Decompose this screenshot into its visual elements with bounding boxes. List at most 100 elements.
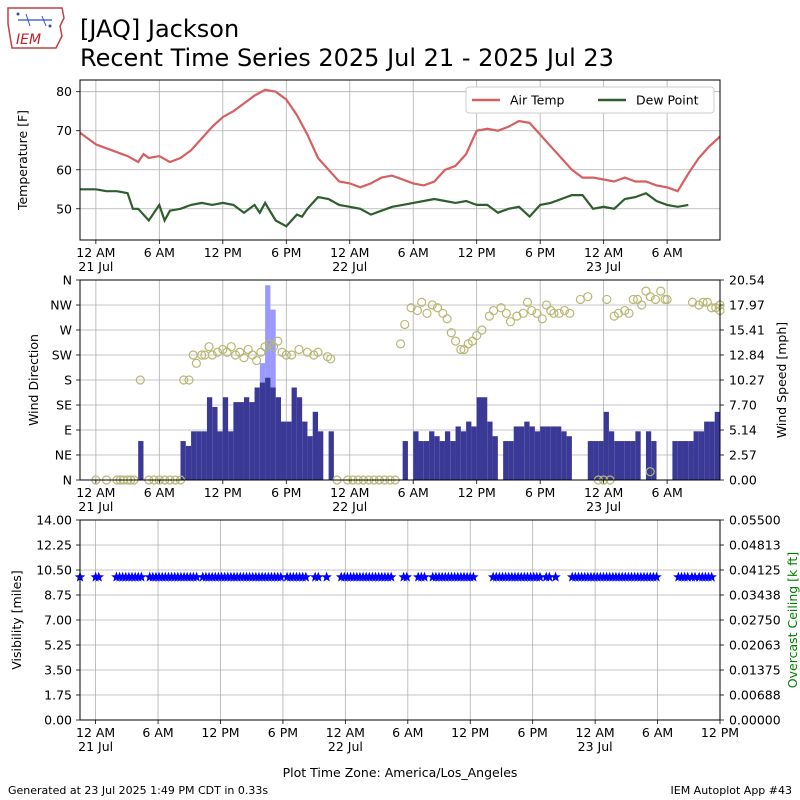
wind-speed-bar: [503, 441, 509, 480]
wind-speed-bar: [460, 431, 467, 480]
visibility-tick-label: 10.50: [36, 563, 72, 578]
wind-speed-bar: [556, 426, 562, 480]
wind-direction-point: [706, 303, 717, 313]
x-tick-label: 6 PM: [271, 485, 301, 500]
wind-direction-point: [662, 294, 672, 305]
x-tick-label: 12 AM: [330, 485, 369, 500]
wind-direction-point: [637, 300, 647, 310]
wind-speed-bar: [698, 431, 705, 480]
x-tick-label: 12 PM: [451, 725, 489, 740]
ceiling-tick-label: 0.00000: [729, 713, 781, 728]
x-tick-label: 12 PM: [204, 245, 242, 260]
x-day-label: 23 Jul: [586, 259, 621, 274]
wind-direction-point: [583, 292, 593, 302]
legend-label: Dew Point: [636, 93, 699, 108]
visibility-point: [706, 571, 717, 582]
wind-direction-point: [537, 314, 547, 324]
wind-speed-bar: [217, 431, 223, 480]
x-tick-label: 12 AM: [576, 725, 615, 740]
x-tick-label: 12 PM: [458, 485, 496, 500]
speed-tick-label: 17.97: [729, 298, 765, 313]
timezone-label: Plot Time Zone: America/Los_Angeles: [283, 765, 518, 780]
wind-speed-bar: [709, 421, 715, 480]
wind-speed-bar: [185, 445, 192, 480]
wind-speed-bar: [254, 387, 260, 480]
x-tick-label: 6 AM: [642, 725, 673, 740]
wind-speed-bar: [196, 431, 202, 480]
x-tick-label: 6 AM: [144, 245, 175, 260]
wind-panel: 12 AM 6 AM 12 PM 6 PM 12 AM 6 AM 12 PM 6 PM 12 A…: [26, 273, 789, 515]
wind-speed-bar: [714, 411, 720, 480]
wind-direction-point: [554, 308, 564, 318]
wind-direction-point: [527, 305, 537, 316]
visibility-tick-label: 5.25: [44, 638, 72, 653]
wind-direction-point: [484, 311, 494, 321]
wind-direction-point: [546, 305, 556, 316]
wind-speed-bar: [423, 441, 430, 480]
x-tick-label: 6 AM: [651, 245, 682, 260]
wind-direction-point: [252, 355, 262, 366]
x-tick-label: 6 AM: [651, 485, 682, 500]
direction-tick-label: E: [64, 423, 72, 438]
wind-speed-bar: [429, 431, 435, 480]
wind-speed-bar: [598, 441, 604, 480]
visibility-tick-label: 14.00: [36, 513, 72, 528]
wind-speed-bar: [471, 426, 477, 480]
direction-tick-label: NE: [55, 448, 72, 463]
wind-speed-bar: [249, 402, 255, 480]
y-tick-label: 70: [56, 123, 72, 138]
x-day-label: 22 Jul: [328, 739, 363, 754]
iem-logo: IEM: [6, 6, 66, 52]
visibility-tick-label: 7.00: [44, 613, 72, 628]
wind-speed-bar: [487, 421, 493, 480]
wind-speed-axis-label: Wind Speed [mph]: [774, 322, 789, 438]
wind-speed-bar: [603, 411, 609, 480]
visibility-point: [313, 571, 324, 582]
generated-note: Generated at 23 Jul 2025 1:49 PM CDT in …: [8, 784, 269, 797]
direction-tick-label: W: [60, 323, 72, 338]
direction-tick-label: S: [64, 373, 72, 388]
wind-direction-point: [212, 347, 223, 357]
speed-tick-label: 20.54: [729, 273, 765, 288]
wind-speed-bar: [296, 397, 303, 480]
wind-direction-axis-label: Wind Direction: [26, 334, 41, 426]
wind-speed-bar: [302, 421, 308, 480]
visibility-point: [544, 571, 555, 582]
x-tick-label: 12 PM: [201, 725, 239, 740]
x-tick-label: 12 AM: [76, 245, 115, 260]
temperature-legend: Air Temp Dew Point: [465, 86, 715, 114]
x-day-label: 21 Jul: [78, 259, 113, 274]
visibility-point: [136, 571, 147, 582]
wind-speed-bar: [688, 441, 694, 480]
y-tick-label: 60: [56, 162, 72, 177]
wind-speed-bar: [587, 441, 594, 480]
legend-label: Air Temp: [510, 93, 565, 108]
x-day-label: 23 Jul: [578, 739, 613, 754]
wind-direction-point: [602, 294, 612, 305]
direction-tick-label: SE: [56, 398, 72, 413]
ceiling-tick-label: 0.04125: [729, 563, 781, 578]
wind-direction-point: [204, 342, 214, 352]
wind-speed-bar: [651, 441, 657, 480]
iem-logo-graphic: IEM: [7, 7, 65, 49]
wind-speed-bar: [312, 411, 319, 480]
plot-frame: [79, 519, 721, 721]
x-day-label: 23 Jul: [586, 499, 621, 514]
wind-speed-bar: [508, 441, 514, 480]
wind-direction-point: [294, 344, 304, 355]
wind-direction-point: [650, 294, 661, 305]
x-tick-label: 12 AM: [76, 725, 115, 740]
x-tick-label: 12 PM: [701, 725, 739, 740]
wind-speed-bar: [608, 431, 615, 480]
direction-tick-label: NW: [50, 298, 72, 313]
wind-direction-point: [522, 297, 533, 307]
wind-speed-bar: [439, 441, 445, 480]
wind-speed-bar: [180, 441, 186, 480]
wind-direction-point: [456, 344, 466, 355]
wind-speed-bar: [624, 441, 631, 480]
wind-direction-point: [446, 328, 456, 338]
speed-tick-label: 10.27: [729, 373, 765, 388]
wind-direction-point: [243, 344, 253, 355]
wind-direction-point: [549, 308, 559, 318]
